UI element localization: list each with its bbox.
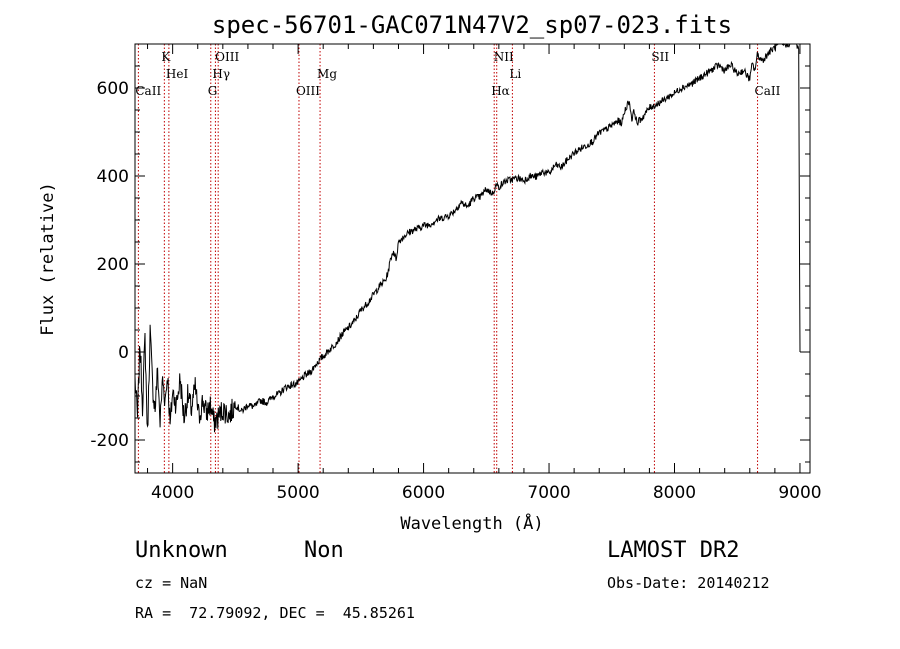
y-tick-label: -200 <box>90 431 129 451</box>
y-tick-label: 600 <box>97 79 129 99</box>
line-marker-label-5: G <box>208 84 218 98</box>
x-axis-label: Wavelength (Å) <box>400 512 543 534</box>
line-marker-label-12: CaII <box>755 84 781 98</box>
object-subclass: Non <box>304 538 344 563</box>
y-tick-label: 0 <box>118 343 129 363</box>
chart-title: spec-56701-GAC071N47V2_sp07-023.fits <box>212 11 732 39</box>
line-marker-label-1: K <box>161 50 171 64</box>
y-axis-label: Flux (relative) <box>38 182 58 336</box>
object-class: Unknown <box>135 538 228 563</box>
line-marker-label-10: Li <box>509 67 521 81</box>
x-tick-label: 5000 <box>276 483 319 503</box>
x-tick-label: 7000 <box>527 483 570 503</box>
y-tick-label: 200 <box>97 255 129 275</box>
x-tick-label: 9000 <box>778 483 821 503</box>
x-tick-label: 4000 <box>151 483 194 503</box>
spectral-line-markers: CaII K HeI OIII Hγ G OIII Mg NII Hα Li SII CaII <box>135 44 781 473</box>
line-marker-label-3: OIII <box>215 50 239 64</box>
observation-date: Obs-Date: 20140212 <box>607 574 770 592</box>
x-tick-label: 8000 <box>653 483 696 503</box>
line-marker-label-7: Mg <box>317 67 337 81</box>
line-marker-label-6: OIII <box>296 84 320 98</box>
plot-frame <box>134 43 811 474</box>
line-marker-label-9: Hα <box>491 84 510 98</box>
line-marker-label-4: Hγ <box>212 67 230 81</box>
spectrum-series <box>134 43 801 433</box>
coordinates: RA = 72.79092, DEC = 45.85261 <box>135 604 415 622</box>
y-tick-label: 400 <box>97 167 129 187</box>
x-tick-label: 6000 <box>402 483 445 503</box>
spectrum-line <box>134 43 801 433</box>
survey-name: LAMOST DR2 <box>607 538 740 563</box>
line-marker-label-8: NII <box>494 50 514 64</box>
axis-ticks: 4000 5000 6000 7000 8000 9000 -200 0 200 400 600 <box>90 43 822 503</box>
line-marker-label-2: HeI <box>166 67 189 81</box>
line-marker-label-11: SII <box>651 50 669 64</box>
redshift-cz: cz = NaN <box>135 574 208 592</box>
line-marker-label-0: CaII <box>135 84 161 98</box>
